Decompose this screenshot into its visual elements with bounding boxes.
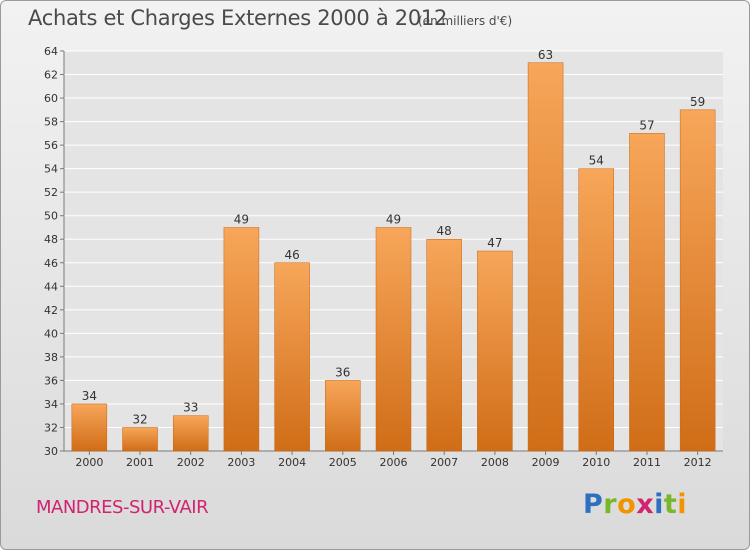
proxiti-logo[interactable]: Proxiti [583,489,687,520]
x-tick-label: 2003 [227,456,255,469]
bar [679,109,716,452]
bar [172,415,209,452]
logo-letter: P [583,489,604,520]
logo-letter: i [654,489,664,520]
data-label: 59 [690,95,705,109]
bar [426,238,462,452]
data-labels-group: 34 32 33 49 46 36 49 48 47 63 54 57 59 [82,48,706,427]
x-tick-label: 2010 [582,456,610,469]
logo-letter: t [663,489,678,520]
y-axis: 30 32 34 36 38 40 42 44 46 48 50 52 54 56 58 60 62 64 [44,45,65,458]
x-tick-label: 2000 [75,456,103,469]
data-label: 63 [538,48,553,62]
chart-title: Achats et Charges Externes 2000 à 2012 [28,6,448,30]
data-label: 47 [487,236,502,250]
y-tick-label: 48 [44,233,58,246]
bars-group [71,62,716,452]
x-axis: 2000 2001 2002 2003 2004 2005 2006 2007 2008 2009… [64,450,723,469]
data-label: 36 [335,365,350,379]
x-tick-label: 2009 [532,456,560,469]
data-label: 57 [639,118,654,132]
y-tick-label: 46 [44,257,58,270]
x-tick-label: 2004 [278,456,306,469]
chart-subtitle: (en milliers d'€) [418,14,513,28]
logo-letter: i [677,489,688,520]
commune-name: MANDRES-SUR-VAIR [36,497,209,518]
x-tick-label: 2005 [329,456,357,469]
y-tick-label: 52 [44,186,58,199]
bar [578,168,615,452]
logo-letter: o [617,489,637,520]
x-tick-label: 2006 [380,456,408,469]
bar [629,133,665,452]
data-label: 48 [437,224,452,238]
data-label: 32 [132,412,147,426]
x-tick-label: 2002 [177,456,205,469]
y-tick-label: 54 [44,163,58,176]
data-label: 49 [234,212,249,226]
y-tick-label: 38 [44,351,58,364]
y-tick-label: 34 [44,398,58,411]
x-tick-label: 2001 [126,456,154,469]
bar [375,227,412,452]
data-label: 33 [183,401,198,415]
logo-letter: r [603,489,618,520]
data-label: 34 [82,389,97,403]
bar [122,427,158,452]
y-tick-label: 56 [44,139,58,152]
y-tick-label: 40 [44,327,58,340]
y-tick-label: 44 [44,280,58,293]
x-tick-label: 2008 [481,456,509,469]
y-tick-label: 32 [44,421,58,434]
y-tick-label: 62 [44,69,58,82]
bar [223,227,260,452]
data-label: 46 [284,248,299,262]
bar [527,62,564,452]
y-tick-label: 64 [44,45,58,58]
bar [477,250,513,452]
data-label: 49 [386,212,401,226]
y-tick-label: 58 [44,116,58,129]
logo-letter: x [636,489,655,520]
data-label: 54 [589,154,604,168]
y-tick-label: 50 [44,210,58,223]
bar [274,262,310,452]
y-tick-label: 36 [44,374,58,387]
y-tick-label: 42 [44,304,58,317]
bar [71,403,108,452]
y-tick-label: 60 [44,92,58,105]
x-tick-label: 2007 [430,456,458,469]
x-tick-label: 2012 [684,456,712,469]
x-tick-label: 2011 [633,456,661,469]
bar [325,380,361,452]
y-tick-label: 30 [44,445,58,458]
